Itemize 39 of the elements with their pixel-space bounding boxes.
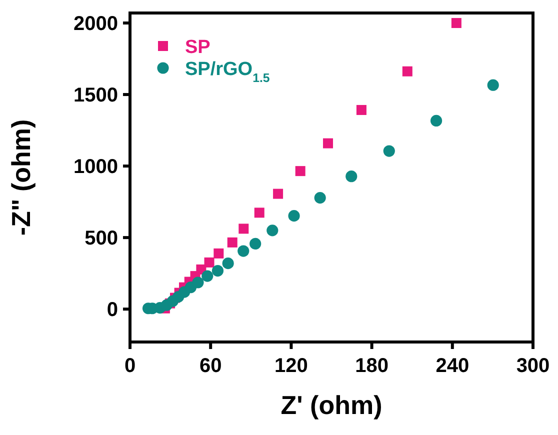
point: [383, 145, 395, 157]
y-tick-label: 1500: [74, 84, 118, 107]
point: [430, 114, 442, 127]
point: [266, 224, 278, 236]
x-tick-label: 180: [355, 355, 388, 377]
y-axis-title: -Z" (ohm): [6, 119, 36, 236]
point: [192, 276, 204, 288]
x-tick-label: 120: [274, 355, 308, 377]
x-tick-label: 60: [199, 355, 222, 377]
y-tick-label: 2000: [74, 13, 118, 36]
point: [323, 138, 334, 148]
point: [250, 238, 262, 250]
point: [204, 257, 214, 268]
legend-label: SP/rGO$_{1.5}$: [185, 59, 270, 85]
point: [222, 258, 234, 270]
point: [212, 264, 224, 277]
point: [295, 166, 306, 176]
point: [314, 192, 326, 204]
point: [227, 237, 238, 248]
x-axis-title: Z' (ohm): [280, 390, 382, 420]
x-tick-label: 300: [516, 355, 550, 377]
point: [238, 245, 250, 257]
y-tick-label: 0: [106, 299, 118, 322]
point: [238, 224, 249, 234]
point: [487, 79, 499, 91]
legend-label: SP: [185, 37, 211, 58]
point: [451, 18, 462, 28]
point: [254, 208, 264, 218]
point: [214, 248, 224, 258]
point: [202, 270, 214, 282]
point: [273, 188, 284, 199]
x-tick-label: 240: [436, 355, 470, 377]
point: [402, 66, 412, 76]
point: [346, 170, 358, 182]
point: [356, 104, 366, 115]
y-tick-label: 500: [84, 228, 118, 250]
point: [288, 210, 300, 222]
y-tick-label: 1000: [74, 156, 118, 178]
x-tick-label: 0: [124, 355, 136, 377]
